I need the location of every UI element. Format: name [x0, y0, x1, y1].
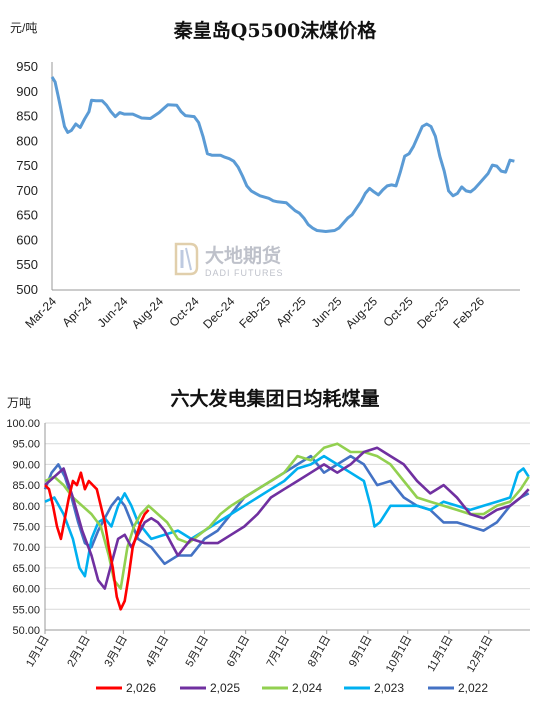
x-tick-label: 1月1日 [24, 634, 52, 670]
x-tick-label: 11月1日 [425, 634, 455, 674]
y-tick-label: 75.00 [12, 522, 40, 534]
x-tick-label: Apr-24 [59, 294, 95, 330]
y-tick-label: 700 [16, 183, 38, 198]
y-tick-label: 850 [16, 109, 38, 124]
x-tick-label: 5月1日 [184, 634, 212, 670]
series-line-2025 [44, 446, 530, 590]
legend-label: 2,023 [374, 681, 404, 695]
chart1-title: 秦皇岛Q5500沫煤价格 [173, 20, 377, 42]
coal-price-chart: 秦皇岛Q5500沫煤价格 元/吨 500 550 600 650 700 750 800 85… [10, 20, 520, 331]
watermark-text-en: DADI FUTURES [205, 268, 284, 278]
y-tick-label: 650 [16, 208, 38, 223]
x-tick-label: Aug-25 [343, 294, 380, 331]
x-tick-label: 6月1日 [225, 634, 253, 670]
x-tick-label: Jun-24 [95, 294, 131, 330]
series-line-2026 [44, 471, 150, 611]
chart2-unit-label: 万吨 [7, 396, 32, 410]
y-tick-label: 90.00 [12, 459, 40, 471]
x-tick-label: Oct-25 [380, 294, 416, 330]
y-tick-label: 50.00 [12, 625, 40, 637]
y-tick-label: 750 [16, 158, 38, 173]
x-tick-label: 7月1日 [265, 634, 293, 670]
dadi-futures-watermark: 大地期货 DADI FUTURES [174, 242, 284, 278]
y-tick-label: 900 [16, 84, 38, 99]
x-tick-label: Dec-24 [200, 294, 237, 331]
series-line-2023 [44, 454, 530, 578]
x-tick-label: Feb-26 [450, 294, 487, 331]
x-tick-label: 2月1日 [65, 634, 93, 670]
y-tick-label: 550 [16, 257, 38, 272]
y-tick-label: 85.00 [12, 480, 40, 492]
legend-label: 2,025 [210, 681, 240, 695]
x-tick-label: 8月1日 [306, 634, 334, 670]
x-tick-label: Oct-24 [166, 294, 202, 330]
chart1-series [50, 76, 515, 233]
x-tick-label: 3月1日 [102, 634, 130, 670]
chart1-unit-label: 元/吨 [10, 21, 38, 35]
watermark-text-cn: 大地期货 [205, 244, 281, 267]
legend-label: 2,026 [126, 681, 156, 695]
x-tick-label: 4月1日 [144, 634, 172, 670]
y-tick-label: 65.00 [12, 563, 40, 575]
chart2-series [43, 442, 530, 611]
chart2-legend: 2,026 2,025 2,024 2,023 2,022 [96, 681, 488, 695]
y-tick-label: 80.00 [12, 501, 40, 513]
chart2-axes: 50.00 55.00 60.00 65.00 70.00 75.00 80.00 85.00… [6, 418, 530, 674]
series-line-2024 [44, 442, 530, 590]
y-tick-label: 55.00 [12, 604, 40, 616]
legend-label: 2,022 [458, 681, 488, 695]
x-tick-label: Apr-25 [273, 294, 309, 330]
chart2-plot: 50.00 55.00 60.00 65.00 70.00 75.00 80.00 85.00… [6, 418, 530, 695]
y-tick-label: 100.00 [6, 418, 40, 430]
legend-label: 2,024 [292, 681, 322, 695]
y-tick-label: 95.00 [12, 439, 40, 451]
price-line [50, 76, 515, 233]
y-tick-label: 500 [16, 282, 38, 297]
chart2-title: 六大发电集团日均耗煤量 [170, 388, 380, 410]
x-tick-label: Aug-24 [129, 294, 166, 331]
x-tick-label: Mar-24 [22, 294, 59, 331]
x-tick-label: 9月1日 [347, 634, 375, 670]
dadi-logo-icon [174, 242, 199, 276]
x-tick-label: Jun-25 [309, 294, 345, 330]
y-tick-label: 600 [16, 232, 38, 247]
x-tick-label: Dec-25 [414, 294, 451, 331]
x-tick-label: Feb-25 [236, 294, 273, 331]
y-tick-label: 70.00 [12, 542, 40, 554]
x-tick-label: 10月1日 [384, 634, 415, 675]
coal-consumption-chart: 六大发电集团日均耗煤量 万吨 50.00 55.00 60.00 65.00 70.00… [0, 362, 550, 707]
y-tick-label: 60.00 [12, 584, 40, 596]
y-tick-label: 950 [16, 59, 38, 74]
y-tick-label: 800 [16, 133, 38, 148]
x-tick-label: 12月1日 [465, 634, 496, 675]
